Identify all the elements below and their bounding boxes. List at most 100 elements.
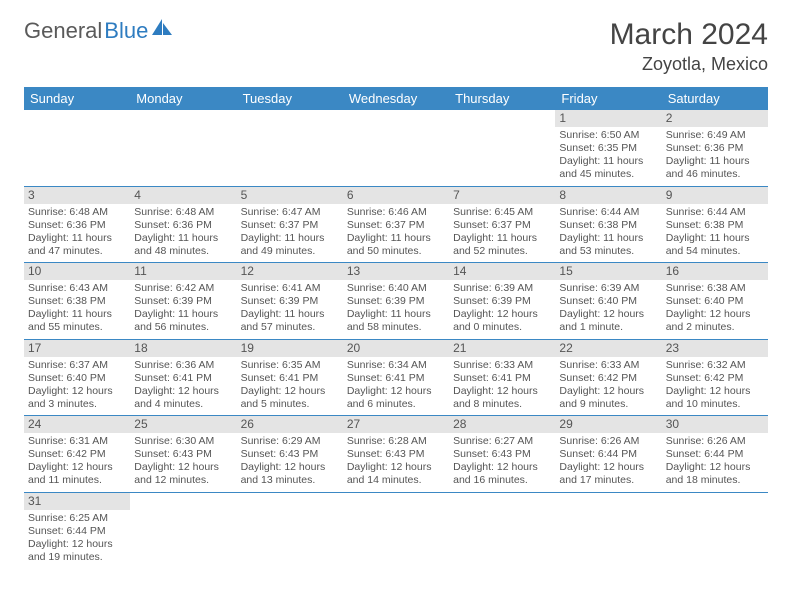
cell-text: and 4 minutes. [134,398,232,411]
calendar-cell: 22Sunrise: 6:33 AMSunset: 6:42 PMDayligh… [555,339,661,416]
cell-text: Daylight: 12 hours [241,385,339,398]
cell-text: Sunrise: 6:28 AM [347,435,445,448]
cell-text: and 14 minutes. [347,474,445,487]
calendar-cell [343,492,449,568]
cell-text: Sunset: 6:41 PM [347,372,445,385]
cell-text: Sunset: 6:43 PM [134,448,232,461]
calendar-cell [237,110,343,186]
cell-text: Sunrise: 6:42 AM [134,282,232,295]
calendar-cell: 14Sunrise: 6:39 AMSunset: 6:39 PMDayligh… [449,263,555,340]
cell-text: Sunrise: 6:27 AM [453,435,551,448]
day-number: 15 [555,263,661,280]
calendar-cell [662,492,768,568]
calendar-cell: 25Sunrise: 6:30 AMSunset: 6:43 PMDayligh… [130,416,236,493]
day-number: 27 [343,416,449,433]
calendar-cell: 27Sunrise: 6:28 AMSunset: 6:43 PMDayligh… [343,416,449,493]
calendar-cell: 24Sunrise: 6:31 AMSunset: 6:42 PMDayligh… [24,416,130,493]
cell-text: Sunset: 6:42 PM [28,448,126,461]
cell-text: Daylight: 12 hours [453,385,551,398]
cell-text: Sunset: 6:38 PM [559,219,657,232]
day-number: 5 [237,187,343,204]
day-number: 31 [24,493,130,510]
cell-text: Daylight: 11 hours [453,232,551,245]
calendar-cell: 4Sunrise: 6:48 AMSunset: 6:36 PMDaylight… [130,186,236,263]
day-header: Thursday [449,87,555,110]
cell-text: and 5 minutes. [241,398,339,411]
day-number: 29 [555,416,661,433]
day-number: 20 [343,340,449,357]
cell-text: and 47 minutes. [28,245,126,258]
day-header: Wednesday [343,87,449,110]
cell-text: Sunrise: 6:48 AM [134,206,232,219]
cell-text: and 52 minutes. [453,245,551,258]
cell-text: Sunrise: 6:38 AM [666,282,764,295]
cell-text: and 54 minutes. [666,245,764,258]
cell-text: Sunset: 6:40 PM [28,372,126,385]
cell-text: Daylight: 12 hours [28,538,126,551]
cell-text: Sunset: 6:42 PM [666,372,764,385]
calendar-cell [130,110,236,186]
title-block: March 2024 Zoyotla, Mexico [610,18,768,75]
cell-text: Daylight: 12 hours [666,385,764,398]
day-number: 25 [130,416,236,433]
cell-text: and 18 minutes. [666,474,764,487]
cell-text: Sunset: 6:39 PM [347,295,445,308]
calendar-table: SundayMondayTuesdayWednesdayThursdayFrid… [24,87,768,568]
cell-text: and 46 minutes. [666,168,764,181]
cell-text: and 3 minutes. [28,398,126,411]
cell-text: Sunrise: 6:41 AM [241,282,339,295]
cell-text: Sunrise: 6:43 AM [28,282,126,295]
calendar-cell: 3Sunrise: 6:48 AMSunset: 6:36 PMDaylight… [24,186,130,263]
header: GeneralBlue March 2024 Zoyotla, Mexico [24,18,768,75]
day-number: 7 [449,187,555,204]
calendar-cell: 2Sunrise: 6:49 AMSunset: 6:36 PMDaylight… [662,110,768,186]
cell-text: Daylight: 11 hours [134,308,232,321]
logo: GeneralBlue [24,18,174,44]
calendar-cell [130,492,236,568]
calendar-cell: 15Sunrise: 6:39 AMSunset: 6:40 PMDayligh… [555,263,661,340]
cell-text: Sunrise: 6:33 AM [559,359,657,372]
cell-text: Sunrise: 6:46 AM [347,206,445,219]
cell-text: Sunset: 6:35 PM [559,142,657,155]
cell-text: and 48 minutes. [134,245,232,258]
calendar-cell: 12Sunrise: 6:41 AMSunset: 6:39 PMDayligh… [237,263,343,340]
day-number: 30 [662,416,768,433]
cell-text: and 0 minutes. [453,321,551,334]
cell-text: Sunrise: 6:45 AM [453,206,551,219]
cell-text: Sunrise: 6:48 AM [28,206,126,219]
day-number: 11 [130,263,236,280]
cell-text: Daylight: 12 hours [453,461,551,474]
cell-text: Sunset: 6:44 PM [666,448,764,461]
day-header: Monday [130,87,236,110]
calendar-cell [24,110,130,186]
cell-text: Sunset: 6:43 PM [347,448,445,461]
calendar-cell: 21Sunrise: 6:33 AMSunset: 6:41 PMDayligh… [449,339,555,416]
cell-text: Daylight: 12 hours [241,461,339,474]
cell-text: and 50 minutes. [347,245,445,258]
cell-text: and 1 minute. [559,321,657,334]
cell-text: and 10 minutes. [666,398,764,411]
cell-text: Sunset: 6:41 PM [453,372,551,385]
location: Zoyotla, Mexico [610,54,768,75]
day-header: Saturday [662,87,768,110]
calendar-cell: 29Sunrise: 6:26 AMSunset: 6:44 PMDayligh… [555,416,661,493]
calendar-cell: 7 Sunrise: 6:45 AMSunset: 6:37 PMDaylight… [449,186,555,263]
cell-text: and 57 minutes. [241,321,339,334]
calendar-cell [449,110,555,186]
cell-text: Daylight: 11 hours [559,232,657,245]
calendar-cell: 13Sunrise: 6:40 AMSunset: 6:39 PMDayligh… [343,263,449,340]
day-number: 14 [449,263,555,280]
calendar-cell: 10Sunrise: 6:43 AMSunset: 6:38 PMDayligh… [24,263,130,340]
day-number: 22 [555,340,661,357]
cell-text: Daylight: 12 hours [347,385,445,398]
cell-text: Daylight: 11 hours [28,232,126,245]
calendar-cell: 28Sunrise: 6:27 AMSunset: 6:43 PMDayligh… [449,416,555,493]
day-number: 17 [24,340,130,357]
day-number: 12 [237,263,343,280]
cell-text: and 9 minutes. [559,398,657,411]
cell-text: and 45 minutes. [559,168,657,181]
calendar-cell [343,110,449,186]
day-number: 10 [24,263,130,280]
cell-text: Sunrise: 6:36 AM [134,359,232,372]
cell-text: Sunset: 6:37 PM [453,219,551,232]
